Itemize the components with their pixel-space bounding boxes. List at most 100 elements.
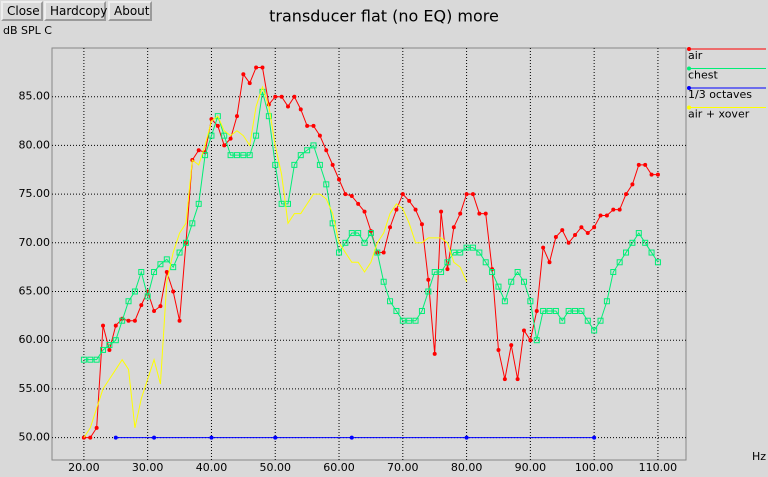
marker xyxy=(413,207,418,212)
y-tick-label: 65.00 xyxy=(19,284,51,297)
marker xyxy=(163,256,170,263)
marker xyxy=(451,225,456,230)
marker xyxy=(425,288,432,295)
marker xyxy=(552,307,559,314)
marker xyxy=(591,327,598,334)
marker xyxy=(439,209,444,214)
marker xyxy=(616,259,623,266)
marker xyxy=(388,225,393,230)
marker xyxy=(399,317,406,324)
marker xyxy=(195,200,202,207)
legend-dot xyxy=(687,66,691,71)
marker xyxy=(227,152,234,159)
marker xyxy=(419,222,424,227)
marker xyxy=(348,230,355,237)
marker xyxy=(573,233,578,238)
marker xyxy=(278,200,285,207)
marker xyxy=(648,249,655,256)
y-tick-label: 55.00 xyxy=(19,382,51,395)
marker xyxy=(273,94,278,99)
marker xyxy=(94,425,99,430)
marker xyxy=(113,435,118,440)
marker xyxy=(406,317,413,324)
marker xyxy=(87,356,94,363)
marker xyxy=(431,269,438,276)
y-tick-label: 50.00 xyxy=(19,431,51,444)
marker xyxy=(356,201,361,206)
marker xyxy=(131,288,138,295)
marker xyxy=(337,177,342,182)
marker xyxy=(630,182,635,187)
marker xyxy=(80,356,87,363)
marker xyxy=(139,303,144,308)
marker xyxy=(508,278,515,285)
marker xyxy=(566,240,571,245)
marker xyxy=(273,435,278,440)
marker xyxy=(298,107,303,112)
marker xyxy=(635,230,642,237)
close-button[interactable]: Close xyxy=(1,1,43,21)
marker xyxy=(546,307,553,314)
x-tick-label: 50.00 xyxy=(259,461,291,474)
marker xyxy=(349,194,354,199)
marker xyxy=(387,298,394,305)
marker xyxy=(381,250,386,255)
marker xyxy=(629,239,636,246)
x-tick-label: 100.00 xyxy=(575,461,614,474)
marker xyxy=(489,269,496,276)
marker xyxy=(304,147,311,154)
legend-label: chest xyxy=(688,69,719,82)
x-axis-label: Hz xyxy=(752,450,766,463)
marker xyxy=(196,148,201,153)
marker xyxy=(189,220,196,227)
marker xyxy=(533,337,540,344)
legend-label: air xyxy=(688,49,703,62)
x-tick-label: 40.00 xyxy=(196,461,228,474)
marker xyxy=(233,152,240,159)
marker xyxy=(528,338,533,343)
x-tick-label: 30.00 xyxy=(132,461,164,474)
hardcopy-button[interactable]: Hardcopy xyxy=(44,1,107,21)
marker xyxy=(610,269,617,276)
marker xyxy=(151,269,158,276)
about-button[interactable]: About xyxy=(108,1,152,21)
marker xyxy=(584,317,591,324)
marker xyxy=(540,307,547,314)
marker xyxy=(324,148,329,153)
marker xyxy=(592,435,597,440)
marker xyxy=(393,307,400,314)
marker xyxy=(292,94,297,99)
marker xyxy=(444,259,451,266)
marker xyxy=(297,152,304,159)
marker xyxy=(560,228,565,233)
marker xyxy=(106,342,113,349)
marker xyxy=(152,308,157,313)
marker xyxy=(330,162,335,167)
marker xyxy=(323,181,330,188)
marker xyxy=(170,264,177,271)
marker xyxy=(515,377,520,382)
y-tick-label: 75.00 xyxy=(19,187,51,200)
marker xyxy=(349,435,354,440)
marker xyxy=(291,161,298,168)
marker xyxy=(100,346,107,353)
series-line xyxy=(83,91,659,361)
marker xyxy=(412,317,419,324)
marker xyxy=(171,289,176,294)
marker xyxy=(176,249,183,256)
marker xyxy=(336,249,343,256)
marker xyxy=(222,143,227,148)
marker xyxy=(182,239,189,246)
marker xyxy=(565,307,572,314)
marker xyxy=(649,172,654,177)
marker xyxy=(316,161,323,168)
marker xyxy=(464,192,469,197)
legend-dot xyxy=(687,47,691,51)
x-tick-label: 80.00 xyxy=(451,461,483,474)
marker xyxy=(514,269,521,276)
legend-label: 1/3 octaves xyxy=(688,88,752,101)
marker xyxy=(305,123,310,128)
marker xyxy=(598,213,603,218)
marker xyxy=(585,231,590,236)
marker xyxy=(202,152,209,159)
